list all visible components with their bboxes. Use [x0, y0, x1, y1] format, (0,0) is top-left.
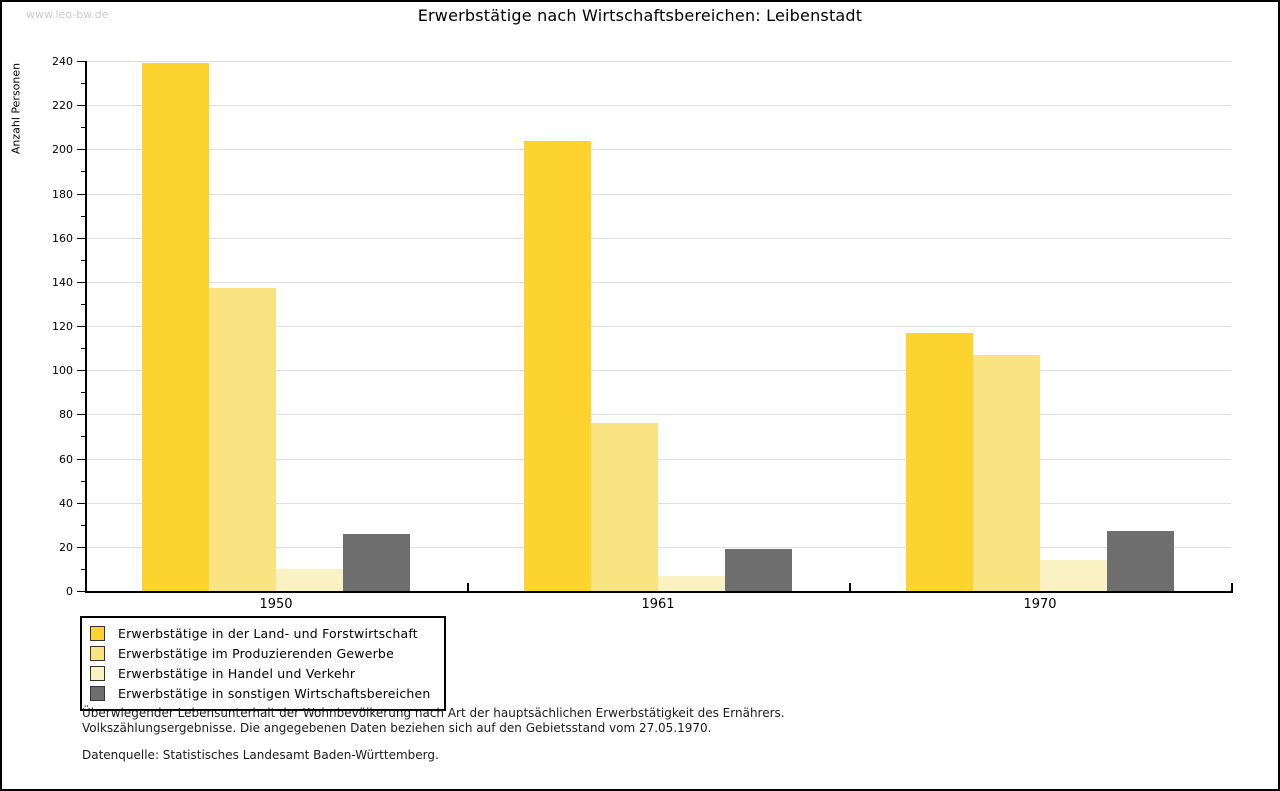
y-gridline [86, 546, 1231, 548]
y-tick-label: 40 [59, 496, 73, 510]
legend-label-2: Erwerbstätige im Produzierenden Gewerbe [118, 645, 394, 661]
x-tick-label: 1950 [259, 597, 293, 612]
y-minor-tick [81, 348, 85, 350]
legend-box: Erwerbstätige in der Land- und Forstwirt… [80, 616, 446, 711]
bar-1970-series-3 [1040, 560, 1107, 591]
chart-title: Erwerbstätige nach Wirtschaftsbereichen:… [417, 6, 863, 25]
y-minor-tick [81, 568, 85, 570]
y-minor-tick [81, 171, 85, 173]
y-minor-tick [81, 303, 85, 305]
y-minor-tick [81, 480, 85, 482]
y-major-tick [77, 458, 85, 460]
y-tick-label: 20 [59, 540, 73, 554]
y-major-tick [77, 105, 85, 107]
x-axis-line [85, 591, 1233, 593]
y-minor-tick [81, 259, 85, 261]
y-tick-label: 200 [52, 143, 73, 157]
legend-item-3: Erwerbstätige in Handel und Verkehr [90, 663, 436, 683]
y-major-tick [77, 370, 85, 372]
y-major-tick [77, 591, 85, 592]
bar-1950-series-3 [276, 568, 343, 591]
y-tick-label: 100 [52, 364, 73, 378]
y-gridline [86, 370, 1231, 372]
y-tick-label: 120 [52, 320, 73, 333]
y-tick-label: 140 [52, 275, 73, 289]
y-minor-tick [81, 436, 85, 438]
y-major-tick [77, 193, 85, 195]
legend-swatch-3 [90, 665, 105, 681]
legend-label-1: Erwerbstätige in der Land- und Forstwirt… [118, 625, 418, 641]
legend-swatch-2 [90, 645, 105, 661]
y-gridline [86, 105, 1231, 107]
y-major-tick [77, 237, 85, 239]
y-minor-tick [81, 127, 85, 129]
y-major-tick [77, 414, 85, 416]
y-gridline [86, 193, 1231, 195]
bar-1950-series-2 [209, 288, 276, 591]
bar-1970-series-1 [906, 332, 973, 591]
y-gridline [86, 326, 1231, 327]
bar-1970-series-4 [1107, 531, 1174, 591]
x-tick-label: 1970 [1023, 597, 1057, 612]
y-tick-label: 160 [52, 231, 73, 245]
y-gridline [86, 149, 1231, 151]
y-axis-label: Anzahl Personen [9, 62, 23, 155]
y-tick-label: 220 [52, 99, 73, 113]
legend-swatch-4 [90, 685, 105, 701]
bar-1950-series-4 [343, 533, 410, 591]
y-minor-tick [81, 524, 85, 526]
y-gridline [86, 414, 1231, 416]
y-major-tick [77, 502, 85, 504]
y-gridline [86, 458, 1231, 460]
legend-item-4: Erwerbstätige in sonstigen Wirtschaftsbe… [90, 683, 436, 703]
legend-item-1: Erwerbstätige in der Land- und Forstwirt… [90, 623, 436, 643]
bar-1961-series-2 [591, 423, 658, 591]
bar-1961-series-1 [524, 140, 591, 591]
y-tick-label: 240 [52, 55, 73, 68]
legend-swatch-1 [90, 625, 105, 641]
y-major-tick [77, 326, 85, 327]
y-axis-line [85, 61, 87, 593]
y-minor-tick [81, 215, 85, 217]
y-major-tick [77, 281, 85, 283]
y-tick-label: 80 [59, 408, 73, 422]
x-tick-label: 1961 [641, 597, 675, 612]
bar-1961-series-3 [658, 575, 725, 591]
legend-label-3: Erwerbstätige in Handel und Verkehr [118, 665, 356, 681]
y-gridline [86, 61, 1231, 62]
bar-1970-series-2 [973, 354, 1040, 591]
x-axis-tick [849, 583, 851, 591]
bar-1950-series-1 [142, 63, 209, 591]
footnote-line-2: Volkszählungsergebnisse. Die angegebenen… [82, 721, 712, 735]
y-gridline [86, 237, 1231, 239]
y-tick-label: 180 [52, 187, 73, 201]
watermark: www.leo-bw.de [26, 8, 109, 21]
footnote-line-1: Überwiegender Lebensunterhalt der Wohnbe… [82, 706, 785, 720]
legend-item-2: Erwerbstätige im Produzierenden Gewerbe [90, 643, 436, 663]
y-tick-label: 0 [66, 585, 73, 598]
data-source-note: Datenquelle: Statistisches Landesamt Bad… [82, 748, 439, 762]
y-gridline [86, 502, 1231, 504]
y-major-tick [77, 546, 85, 548]
y-minor-tick [81, 83, 85, 85]
y-tick-label: 60 [59, 452, 73, 466]
y-major-tick [77, 149, 85, 151]
bar-1961-series-4 [725, 549, 792, 591]
y-minor-tick [81, 392, 85, 394]
x-axis-tick [467, 583, 469, 591]
y-gridline [86, 281, 1231, 283]
y-major-tick [77, 61, 85, 62]
legend-label-4: Erwerbstätige in sonstigen Wirtschaftsbe… [118, 685, 431, 701]
x-axis-end-tick [1231, 583, 1233, 591]
